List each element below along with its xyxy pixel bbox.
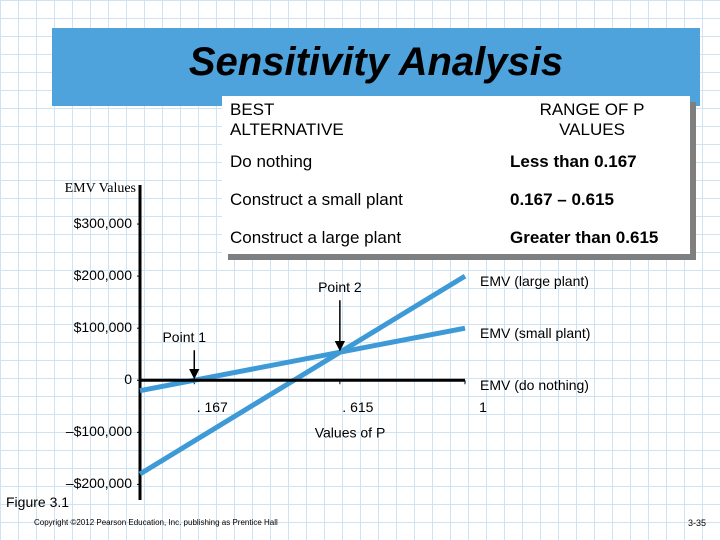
x-tick-label: 1 <box>479 399 487 415</box>
table-cell: Greater than 0.615 <box>510 228 659 247</box>
x-tick-label: . 615 <box>342 399 373 415</box>
y-tick-label: $200,000 <box>74 267 133 283</box>
table-cell: Construct a small plant <box>230 190 403 209</box>
table-cell: Do nothing <box>230 152 313 171</box>
y-axis-label: EMV Values <box>65 181 136 196</box>
y-tick-label: $100,000 <box>74 319 133 335</box>
table-cell: Less than 0.167 <box>510 152 637 171</box>
annotation: Point 2 <box>318 279 362 295</box>
series-label: EMV (do nothing) <box>480 377 589 393</box>
table-cell: Construct a large plant <box>230 228 402 247</box>
annotation: Point 1 <box>162 329 206 345</box>
title-banner <box>52 28 700 106</box>
series-label: EMV (large plant) <box>480 273 589 289</box>
y-tick-label: –$100,000 <box>66 423 132 439</box>
series-label: EMV (small plant) <box>480 325 590 341</box>
copyright: Copyright ©2012 Pearson Education, Inc. … <box>34 518 278 527</box>
column-header: RANGE OF P VALUES <box>539 100 645 139</box>
table-cell: 0.167 – 0.615 <box>510 190 614 209</box>
figure-label: Figure 3.1 <box>6 494 70 510</box>
series-line <box>138 273 467 477</box>
y-tick-label: 0 <box>124 371 132 387</box>
page-number: 3-35 <box>688 518 707 528</box>
y-tick-label: –$200,000 <box>66 475 132 491</box>
x-axis-label: Values of P <box>315 425 386 441</box>
slide-title: Sensitivity Analysis <box>188 40 564 84</box>
y-tick-label: $300,000 <box>74 215 133 231</box>
x-tick-label: . 167 <box>197 399 228 415</box>
column-header: BEST ALTERNATIVE <box>230 100 344 139</box>
results-table: BEST ALTERNATIVE RANGE OF P VALUES Do noth… <box>222 96 690 254</box>
